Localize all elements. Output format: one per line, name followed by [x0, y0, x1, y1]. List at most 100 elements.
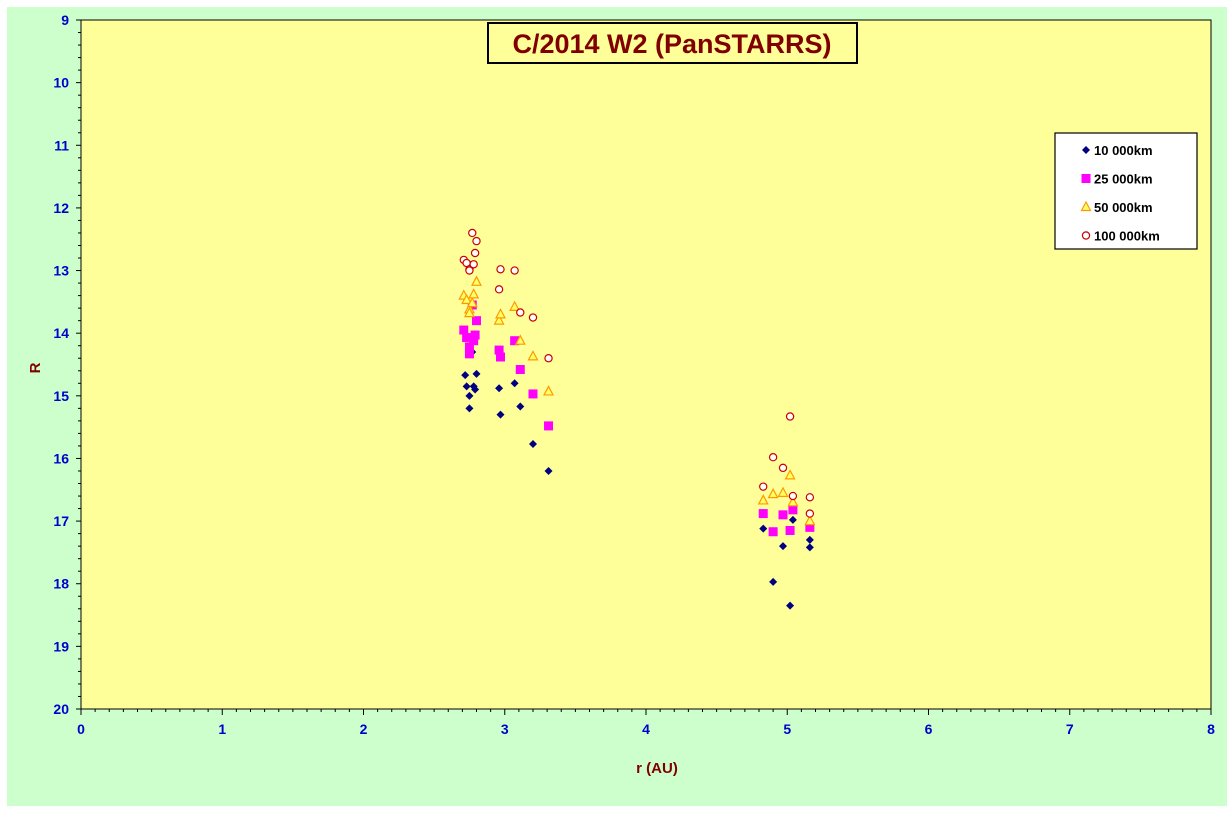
data-point [509, 300, 521, 311]
data-point [805, 543, 814, 552]
data-point [496, 265, 505, 274]
data-point [516, 402, 525, 411]
data-point [527, 350, 539, 361]
data-point [788, 505, 798, 515]
data-point [759, 524, 768, 533]
data-point [494, 345, 504, 355]
data-point [805, 493, 815, 502]
y-tick-label: 13 [53, 263, 69, 279]
data-point [777, 486, 789, 498]
data-point [778, 510, 788, 520]
legend-label: 100 000km [1094, 229, 1160, 244]
y-tick-label: 19 [53, 638, 69, 654]
data-point [514, 334, 526, 345]
data-point [496, 352, 506, 362]
data-point [464, 342, 474, 352]
data-point [768, 453, 778, 462]
data-point [495, 308, 507, 319]
data-point [464, 349, 474, 359]
x-tick-label: 4 [642, 721, 650, 737]
data-point [544, 354, 553, 363]
data-point [465, 404, 474, 413]
series-triangle [458, 275, 816, 526]
x-tick-label: 8 [1207, 721, 1215, 737]
data-point [516, 308, 525, 317]
legend-label: 50 000km [1094, 200, 1153, 215]
plot-area [80, 19, 1212, 710]
data-point [472, 236, 481, 246]
data-point [767, 487, 779, 499]
data-point [472, 369, 481, 378]
data-point [462, 333, 472, 343]
x-axis-label: r (AU) [636, 760, 678, 777]
data-point [805, 509, 815, 518]
legend-items: 10 000km 25 000km 50 000km 100 000km [1080, 143, 1160, 244]
data-point [459, 325, 469, 335]
legend-label: 10 000km [1094, 143, 1153, 158]
data-point [758, 509, 768, 519]
data-point [769, 577, 778, 586]
data-point [544, 466, 553, 475]
data-point [788, 491, 798, 501]
data-point [471, 385, 480, 394]
y-tick-label: 10 [53, 75, 69, 91]
data-point [510, 379, 519, 388]
data-point [759, 482, 768, 491]
x-tick-label: 1 [218, 721, 226, 737]
data-point [471, 275, 482, 286]
y-tick-label: 11 [54, 137, 69, 153]
chart-title-box: C/2014 W2 (PanSTARRS) [487, 22, 858, 64]
data-point [515, 365, 525, 375]
data-point [469, 260, 478, 269]
series-circle [459, 228, 815, 518]
data-point [787, 496, 799, 507]
data-point [510, 336, 520, 346]
y-tick-label: 18 [53, 576, 69, 592]
data-point [510, 266, 519, 275]
series-diamond [461, 347, 814, 610]
x-tick-label: 7 [1066, 721, 1074, 737]
data-point [784, 469, 796, 480]
data-point [468, 288, 480, 299]
legend-marker [1081, 231, 1091, 240]
y-tick-label: 14 [53, 325, 69, 341]
data-point [786, 601, 795, 610]
data-point [466, 296, 478, 308]
legend-marker [1082, 146, 1090, 154]
data-point [469, 336, 479, 346]
data-point [462, 382, 471, 391]
y-tick-label: 16 [53, 450, 69, 466]
y-tick-label: 12 [53, 200, 69, 216]
y-tick-label: 15 [53, 388, 69, 404]
data-point [465, 391, 474, 400]
x-axis: 0 1 2 3 4 5 6 7 8 [77, 709, 1215, 737]
data-point [494, 285, 504, 294]
data-point [768, 527, 778, 537]
data-point [788, 515, 797, 524]
data-point [805, 522, 815, 532]
data-point [470, 330, 480, 340]
data-point [785, 412, 795, 421]
legend-label: 25 000km [1094, 172, 1153, 187]
y-tick-label: 20 [53, 701, 69, 717]
data-point [493, 314, 505, 325]
x-tick-label: 6 [925, 721, 933, 737]
data-point [543, 385, 555, 396]
legend-marker [1080, 200, 1092, 212]
data-point [461, 293, 473, 305]
data-point [529, 440, 537, 449]
y-tick-label: 9 [61, 12, 69, 28]
data-point [528, 313, 538, 322]
data-point [757, 494, 769, 505]
data-point [468, 228, 477, 238]
data-point [465, 266, 474, 275]
data-point [472, 316, 481, 326]
data-point [463, 306, 475, 318]
x-tick-label: 2 [360, 721, 368, 737]
data-point [470, 248, 480, 258]
data-point [496, 410, 505, 419]
chart-title: C/2014 W2 (PanSTARRS) [512, 29, 831, 59]
data-point [495, 384, 504, 393]
